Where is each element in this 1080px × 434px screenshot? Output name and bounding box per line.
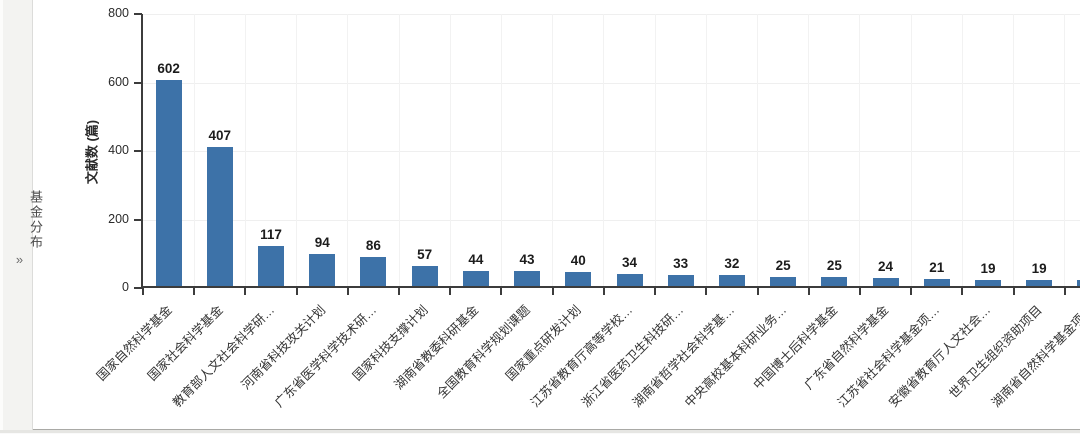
bar[interactable]	[872, 277, 899, 286]
bar[interactable]	[770, 277, 797, 286]
grid-line-v	[347, 14, 349, 286]
bar-value-label: 25	[826, 258, 842, 274]
bar[interactable]	[514, 271, 541, 286]
x-axis-tick	[193, 288, 196, 295]
x-axis-tick	[142, 288, 144, 295]
bar[interactable]	[718, 275, 745, 286]
grid-line-v	[603, 14, 605, 286]
grid-line-v	[552, 14, 554, 286]
x-axis-tick	[961, 288, 964, 295]
bar[interactable]	[1077, 279, 1080, 286]
x-axis-tick	[705, 288, 708, 295]
bar[interactable]	[565, 272, 592, 286]
x-axis-tick	[654, 288, 657, 295]
bar-value-label: 44	[468, 251, 484, 267]
grid-line-v	[859, 14, 861, 286]
grid-line-h	[143, 219, 1080, 221]
bar-value-label: 117	[260, 226, 282, 242]
x-axis-tick	[449, 288, 452, 295]
x-axis-tick	[500, 288, 503, 295]
grid-line-v	[961, 14, 963, 286]
bar[interactable]	[258, 245, 285, 286]
y-tick-label: 200	[108, 211, 129, 226]
grid-line-v	[705, 14, 707, 286]
bar[interactable]	[155, 79, 182, 286]
bar-value-label: 21	[929, 259, 945, 275]
bottom-strip	[0, 430, 1080, 433]
y-axis-tick	[134, 218, 142, 221]
bar-value-label: 40	[570, 253, 586, 269]
bar[interactable]	[667, 274, 694, 286]
bar-value-label: 407	[208, 127, 232, 143]
y-axis-tick	[134, 13, 142, 15]
x-axis-tick	[1012, 288, 1015, 295]
bar[interactable]	[360, 256, 387, 286]
bar[interactable]	[1026, 279, 1053, 286]
bar[interactable]	[974, 279, 1001, 286]
bar-value-label: 602	[157, 60, 180, 76]
x-axis-tick	[602, 288, 605, 295]
bar-value-label: 32	[724, 256, 740, 272]
grid-line-v	[449, 14, 451, 286]
bar[interactable]	[821, 277, 848, 286]
plot-area: 0 200 400 600 800 602 国家自然科学基金 407 国家社会科学基金 117 教育…	[94, 6, 1080, 410]
bar[interactable]	[923, 278, 950, 286]
x-axis-tick	[295, 288, 298, 295]
bar-value-label: 43	[519, 252, 535, 268]
y-axis-tick	[134, 81, 142, 84]
grid-line-v	[1064, 14, 1066, 286]
grid-line-v	[193, 14, 195, 286]
grid-line-v	[500, 14, 502, 286]
x-axis-tick	[551, 288, 554, 295]
x-axis-tick	[1063, 288, 1066, 295]
x-axis-tick	[807, 288, 810, 295]
fund-distribution-sidebar: 基金分布 »	[0, 0, 43, 430]
grid-line-v	[398, 14, 400, 286]
grid-line-v	[296, 14, 298, 286]
y-axis-tick	[134, 287, 142, 289]
bar-value-label: 33	[673, 255, 689, 271]
x-axis-tick	[244, 288, 247, 295]
y-tick-label: 800	[108, 6, 129, 20]
x-axis-label: 世界卫生组织资助项目	[946, 302, 1045, 402]
bar-value-label: 18	[1065, 261, 1080, 276]
expand-chevron-icon[interactable]: »	[15, 252, 24, 267]
bar-value-label: 19	[1031, 260, 1047, 276]
bar[interactable]	[616, 274, 643, 286]
x-axis-tick	[398, 288, 401, 295]
bar-value-label: 86	[365, 237, 381, 253]
grid-line-h	[143, 82, 1080, 84]
grid-line-v	[757, 14, 759, 286]
y-tick-label: 0	[122, 280, 129, 294]
bar-value-label: 19	[980, 260, 996, 276]
grid-line-v	[910, 14, 912, 286]
bar[interactable]	[462, 270, 489, 286]
bar-value-label: 94	[314, 234, 330, 250]
bar[interactable]	[411, 266, 438, 286]
grid-line-h	[143, 14, 1080, 15]
y-tick-label: 400	[108, 143, 129, 157]
grid-line-v	[654, 14, 656, 286]
bar[interactable]	[206, 146, 233, 286]
bar-value-label: 24	[878, 258, 894, 274]
x-axis-tick	[756, 288, 759, 295]
bar-value-label: 57	[417, 247, 433, 263]
bar[interactable]	[309, 253, 336, 286]
grid-line-v	[244, 14, 246, 286]
y-tick-label: 600	[108, 74, 129, 89]
x-axis-tick	[910, 288, 913, 295]
bar-value-label: 25	[775, 258, 791, 274]
sidebar-title: 基金分布	[28, 190, 43, 250]
grid-line-v	[808, 14, 810, 286]
bar-value-label: 34	[621, 255, 637, 271]
grid-line-v	[1013, 14, 1015, 286]
fund-bar-chart: 文献数 (篇) 0 200 400 600 800 602 国家自然科学基金 407 国家社会科…	[34, 0, 1080, 429]
y-axis-tick	[134, 150, 142, 152]
x-axis-tick	[346, 288, 349, 295]
grid-line-h	[143, 151, 1080, 152]
x-axis-tick	[858, 288, 861, 295]
